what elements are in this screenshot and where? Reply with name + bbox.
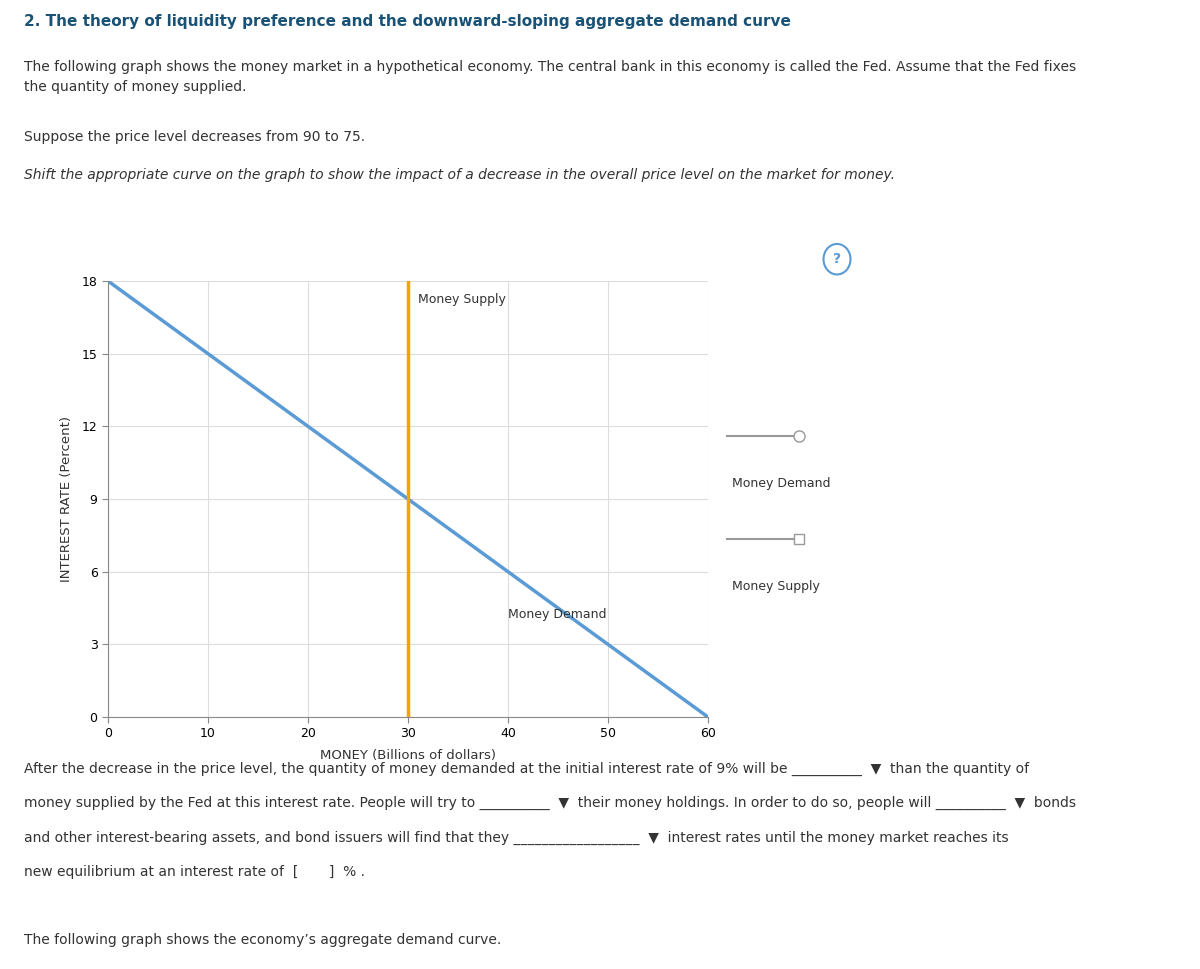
Y-axis label: INTEREST RATE (Percent): INTEREST RATE (Percent) <box>60 416 73 582</box>
Text: new equilibrium at an interest rate of  [       ]  % .: new equilibrium at an interest rate of [… <box>24 864 365 879</box>
Circle shape <box>823 244 851 274</box>
Text: Money Demand: Money Demand <box>732 477 830 489</box>
Text: The following graph shows the economy’s aggregate demand curve.: The following graph shows the economy’s … <box>24 933 502 947</box>
Text: Money Supply: Money Supply <box>418 294 506 306</box>
Text: Suppose the price level decreases from 90 to 75.: Suppose the price level decreases from 9… <box>24 130 365 144</box>
Text: 2. The theory of liquidity preference and the downward-sloping aggregate demand : 2. The theory of liquidity preference an… <box>24 14 791 28</box>
Text: Money Supply: Money Supply <box>732 579 820 593</box>
Text: money supplied by the Fed at this interest rate. People will try to __________  : money supplied by the Fed at this intere… <box>24 797 1076 810</box>
Text: Shift the appropriate curve on the graph to show the impact of a decrease in the: Shift the appropriate curve on the graph… <box>24 169 895 182</box>
Text: and other interest-bearing assets, and bond issuers will find that they ________: and other interest-bearing assets, and b… <box>24 830 1009 845</box>
Text: The following graph shows the money market in a hypothetical economy. The centra: The following graph shows the money mark… <box>24 60 1076 94</box>
Text: After the decrease in the price level, the quantity of money demanded at the ini: After the decrease in the price level, t… <box>24 763 1030 776</box>
Text: Money Demand: Money Demand <box>508 609 606 621</box>
X-axis label: MONEY (Billions of dollars): MONEY (Billions of dollars) <box>320 749 496 762</box>
Text: ?: ? <box>833 252 841 266</box>
